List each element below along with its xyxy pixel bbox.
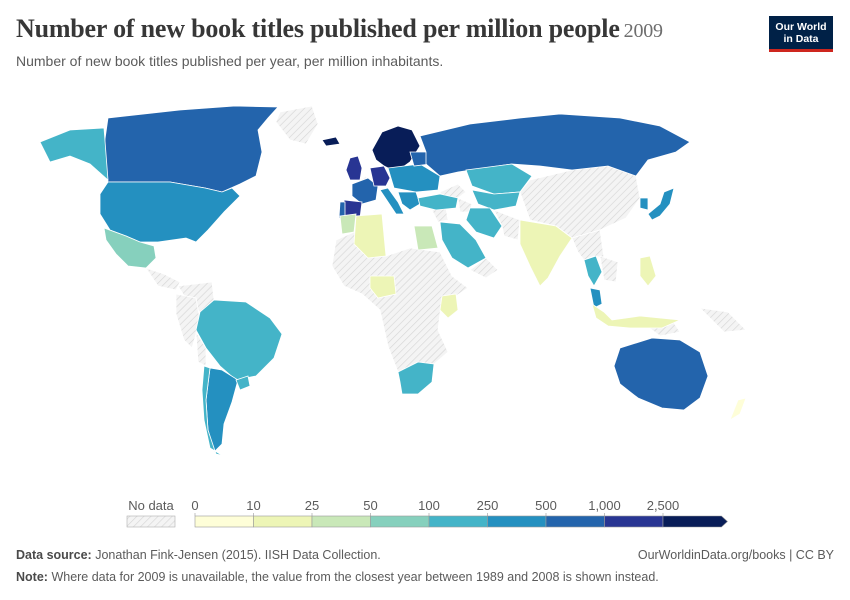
country-alaska[interactable] [39,127,109,181]
country-australia[interactable] [613,337,709,411]
legend-swatch-4 [370,515,430,528]
data-source-label: Data source: [16,548,92,562]
legend-swatch-6 [487,515,547,528]
no-data-region-7 [469,257,499,279]
country-saudi-arabia[interactable] [439,221,487,269]
country-japan[interactable] [647,187,675,221]
legend-swatch-3 [311,515,371,528]
legend-swatch-9 [662,515,728,528]
legend-threshold-label: 25 [305,498,319,513]
legend-threshold-label: 250 [477,498,499,513]
legend-threshold-label: 100 [418,498,440,513]
legend-threshold-label: 1,000 [588,498,621,513]
legend-no-data-swatch [126,515,176,528]
country-chile[interactable] [201,365,235,459]
country-new-zealand[interactable] [729,397,747,421]
country-iceland[interactable] [321,136,341,147]
country-malaysia[interactable] [589,287,603,309]
country-kazakhstan[interactable] [465,163,533,195]
legend-threshold-label: 0 [191,498,198,513]
country-morocco[interactable] [339,213,357,235]
no-data-region-2 [145,267,181,291]
country-united-states[interactable] [99,181,241,243]
no-data-region-6 [331,231,469,373]
country-iran[interactable] [465,207,503,239]
country-kenya[interactable] [439,293,459,319]
country-balkans[interactable] [397,191,421,211]
country-russia[interactable] [419,113,691,177]
legend-swatch-5 [428,515,488,528]
legend-no-data-label: No data [128,498,174,513]
country-germany[interactable] [369,165,391,187]
country-india[interactable] [519,219,573,287]
country-france[interactable] [351,177,379,205]
country-uruguay[interactable] [235,375,251,391]
footnote-text: Where data for 2009 is unavailable, the … [51,570,659,584]
logo-line-1: Our World [775,21,827,33]
legend-swatch-7 [545,515,605,528]
country-south-africa[interactable] [397,361,435,395]
no-data-region-11 [599,255,619,283]
no-data-region-13 [698,307,747,333]
chart-title-text: Number of new book titles published per … [16,14,620,43]
data-source-text: Jonathan Fink-Jensen (2015). IISH Data C… [95,548,381,562]
country-south-korea[interactable] [639,197,649,211]
legend-swatch-8 [604,515,664,528]
country-central-asia[interactable] [471,189,521,211]
no-data-region-1 [275,105,319,145]
country-mexico[interactable] [103,227,157,269]
chart-subtitle: Number of new book titles published per … [16,53,444,69]
country-indonesia[interactable] [591,303,682,329]
legend-threshold-label: 50 [363,498,377,513]
source-url-link[interactable]: OurWorldinData.org/books | CC BY [637,548,834,562]
chart-title: Number of new book titles published per … [16,14,663,44]
world-map [39,105,747,459]
data-source: Data source: Jonathan Fink-Jensen (2015)… [16,548,381,562]
country-algeria[interactable] [353,213,387,259]
country-united-kingdom[interactable] [345,155,363,181]
legend-swatch-2 [253,515,313,528]
logo-line-2: in Data [783,33,819,45]
legend-threshold-label: 2,500 [647,498,680,513]
country-italy[interactable] [379,187,405,215]
color-legend: No data 0 10 25 50 100 250 500 1,000 2,500 [126,498,728,528]
country-thailand[interactable] [583,255,603,287]
country-philippines[interactable] [639,255,657,287]
owid-logo[interactable]: Our World in Data [769,16,833,52]
no-data-region-4 [175,293,201,349]
legend-threshold-label: 10 [246,498,260,513]
legend-swatch-1 [194,515,254,528]
footnote-label: Note: [16,570,48,584]
no-data-region-10 [571,229,605,261]
legend-threshold-label: 500 [535,498,557,513]
footnote: Note: Where data for 2009 is unavailable… [16,570,659,584]
country-nigeria[interactable] [369,275,397,299]
country-egypt[interactable] [413,225,439,251]
country-canada[interactable] [101,105,279,193]
chart-year: 2009 [623,20,663,42]
no-data-region-16 [431,207,449,223]
map-layer [39,105,747,459]
country-turkey[interactable] [417,193,459,211]
